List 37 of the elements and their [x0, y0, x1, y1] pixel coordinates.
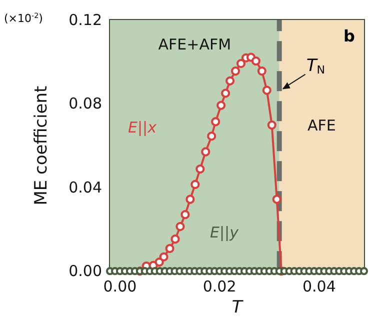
x-tick-label: 0.02 [202, 278, 236, 296]
x-tick-label: 0.04 [302, 278, 336, 296]
point [190, 180, 200, 189]
point [272, 194, 282, 204]
point [216, 100, 226, 110]
point [196, 164, 205, 174]
point [221, 88, 230, 98]
y-tick-label: 0.12 [68, 11, 102, 29]
point [154, 258, 164, 267]
y-tick-label: 0.04 [68, 178, 102, 196]
point [159, 252, 168, 262]
point [236, 59, 246, 68]
point [211, 117, 220, 126]
point [180, 210, 190, 220]
band-label: AFE [307, 116, 336, 135]
point [165, 244, 174, 253]
point [176, 222, 185, 232]
point [231, 66, 240, 76]
point [267, 120, 276, 130]
point [207, 132, 216, 141]
series-label: E||y [210, 224, 240, 242]
band-label: AFE+AFM [158, 36, 232, 54]
y-tick-label: 0.00 [68, 262, 102, 280]
point [262, 86, 272, 95]
text: E||x [128, 118, 157, 136]
y-axis-title: ME coefficient [32, 86, 52, 206]
point [360, 267, 368, 276]
point [201, 147, 210, 156]
point [170, 234, 180, 244]
point [226, 76, 235, 86]
x-tick-label: 0.00 [103, 278, 137, 296]
point [251, 56, 260, 66]
x-axis-title: T [232, 298, 244, 318]
annotation: b [344, 26, 355, 46]
point [257, 66, 266, 76]
y-tick-label: 0.08 [68, 94, 102, 113]
point [186, 194, 195, 204]
